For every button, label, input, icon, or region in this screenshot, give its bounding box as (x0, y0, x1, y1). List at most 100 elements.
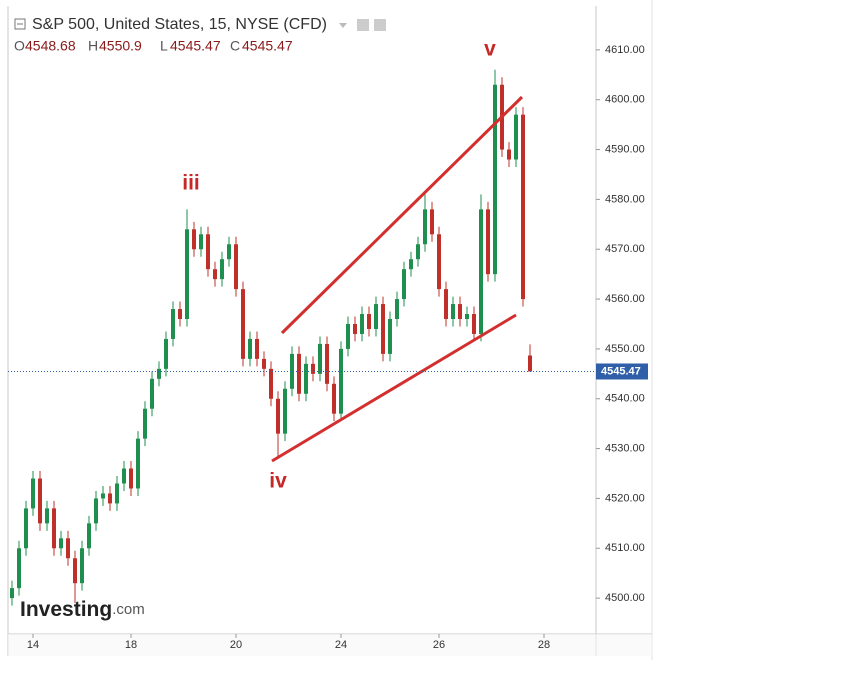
x-tick-label: 24 (335, 639, 347, 651)
x-tick-label: 20 (230, 639, 242, 651)
candle-body (521, 114, 525, 300)
candle-body (157, 368, 161, 379)
wave-label: v (484, 38, 496, 61)
candle-body (248, 338, 252, 359)
candle-body (269, 368, 273, 399)
candle-body (101, 493, 105, 499)
settings-icon[interactable] (374, 19, 386, 31)
watermark-suffix: .com (112, 601, 145, 618)
plot (10, 69, 532, 606)
candle-body (458, 304, 462, 320)
candle-body (122, 468, 126, 484)
candle-body (444, 289, 448, 320)
candle-body (360, 314, 364, 334)
candle-body (220, 259, 224, 280)
candle-body (465, 314, 469, 320)
ohlc-label: L (160, 38, 168, 54)
y-tick-label: 4530.00 (605, 442, 645, 454)
chart-title: S&P 500, United States, 15, NYSE (CFD) (32, 16, 327, 33)
candle-body (318, 343, 322, 374)
candle-body (374, 304, 378, 329)
candle-body (45, 508, 49, 524)
trend-line (280, 95, 524, 335)
candle-body (395, 299, 399, 320)
candle-body (241, 289, 245, 359)
candle-body (388, 319, 392, 354)
y-tick-label: 4520.00 (605, 492, 645, 504)
x-axis-band (8, 634, 652, 656)
candle-body (304, 363, 308, 394)
candle-body (416, 244, 420, 260)
ohlc-label: H (88, 38, 98, 54)
candle-body (108, 493, 112, 504)
candle-body (52, 508, 56, 549)
trend-line (271, 313, 517, 463)
candle-body (234, 244, 238, 290)
candle-body (451, 304, 455, 320)
dropdown-icon[interactable] (339, 23, 347, 28)
y-tick-label: 4580.00 (605, 193, 645, 205)
candle-body (472, 314, 476, 334)
y-tick-label: 4610.00 (605, 44, 645, 56)
candle-body (80, 548, 84, 584)
candle-body (507, 149, 511, 160)
y-tick-label: 4600.00 (605, 94, 645, 106)
wave-label: iii (182, 172, 200, 195)
candle-body (94, 498, 98, 524)
candle-body (31, 478, 35, 509)
candle-body (38, 478, 42, 524)
candle-body (164, 338, 168, 369)
collapse-icon[interactable] (14, 18, 26, 30)
candle-body (255, 338, 259, 359)
candle-body (353, 323, 357, 334)
candle-body (262, 358, 266, 369)
x-tick-label: 28 (538, 639, 550, 651)
candle-body (115, 483, 119, 504)
candle-body (87, 523, 91, 549)
candle-body (73, 558, 77, 584)
candle-body (283, 388, 287, 434)
ohlc-readout: O 4548.68 H 4550.9 L 4545.47 C 4545.47 (14, 38, 293, 54)
candle-body (367, 314, 371, 329)
ohlc-value: 4550.9 (99, 38, 142, 54)
y-tick-label: 4560.00 (605, 293, 645, 305)
candle-body (297, 353, 301, 394)
candle-body (346, 323, 350, 349)
x-tick-label: 26 (433, 639, 445, 651)
candle-body (199, 234, 203, 250)
candle-body (150, 378, 154, 409)
candle-body (339, 348, 343, 414)
candle-body (59, 538, 63, 549)
candle-body (332, 383, 336, 414)
axis-panel (596, 0, 652, 660)
candle-body (192, 229, 196, 250)
ohlc-value: 4548.68 (25, 38, 76, 54)
ohlc-label: O (14, 38, 25, 54)
ohlc-value: 4545.47 (242, 38, 293, 54)
candle-body (430, 209, 434, 235)
y-tick-label: 4590.00 (605, 143, 645, 155)
candle-body (493, 84, 497, 275)
candle-body (423, 209, 427, 245)
settings-icon[interactable] (357, 19, 369, 31)
candle-body (178, 309, 182, 320)
ohlc-value: 4545.47 (170, 38, 221, 54)
candle-body (409, 259, 413, 270)
candle-body (381, 304, 385, 354)
y-tick-label: 4570.00 (605, 243, 645, 255)
candle-body (528, 355, 532, 372)
candle-body (486, 209, 490, 275)
candle-body (311, 363, 315, 374)
x-tick-label: 18 (125, 639, 137, 651)
candle-body (10, 588, 14, 599)
candle-body (290, 353, 294, 389)
candle-body (276, 398, 280, 434)
candle-body (185, 229, 189, 320)
candle-body (143, 408, 147, 439)
candle-body (136, 438, 140, 489)
candle-body (402, 269, 406, 300)
x-tick-label: 14 (27, 639, 39, 651)
last-price-box (596, 363, 648, 380)
watermark-brand: Investing (20, 598, 112, 621)
